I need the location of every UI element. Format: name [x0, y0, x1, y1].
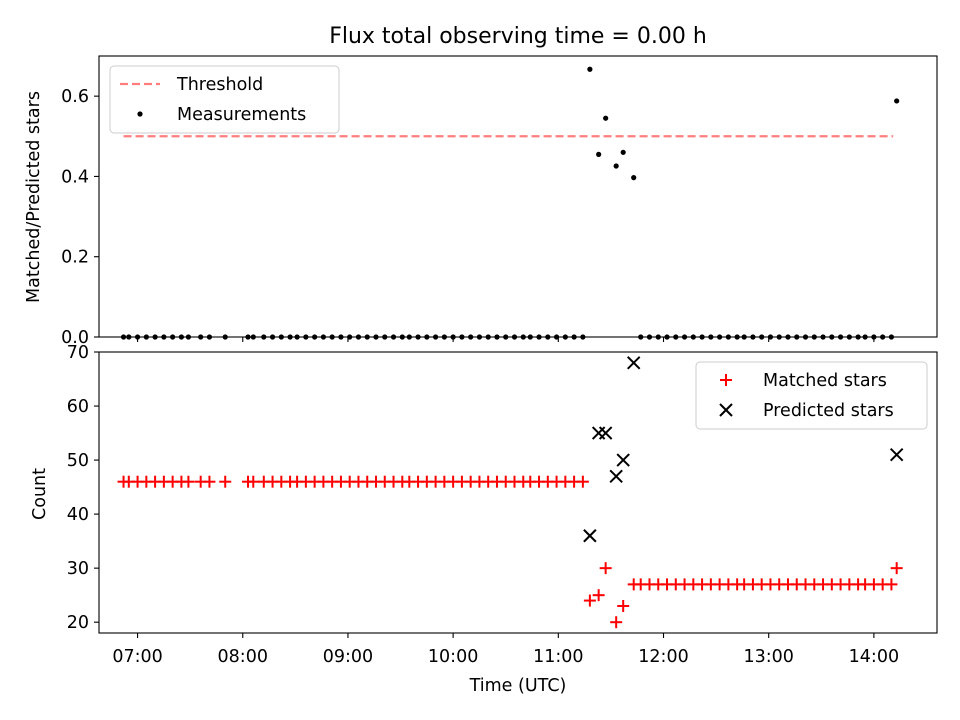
legend-predicted-label: Predicted stars [763, 401, 894, 421]
measurement-point [631, 175, 637, 181]
bottom-y-axis-label: Count [30, 468, 50, 520]
bottom-panel: 20 30 40 50 60 70 07:00 08:00 09:00 10:00 11:00 12… [30, 343, 938, 696]
legend-measurements-swatch [137, 111, 143, 117]
top-y-tick-label: 0.4 [61, 167, 89, 187]
bottom-y-tick-label: 50 [67, 451, 89, 471]
measurement-point [603, 115, 609, 121]
bottom-legend-box [695, 361, 928, 430]
bottom-x-tick-label: 09:00 [323, 647, 373, 667]
predicted-star-point [889, 447, 904, 462]
matched-star-point [576, 475, 589, 488]
bottom-legend: Matched stars Predicted stars [695, 361, 928, 430]
measurement-point [894, 98, 900, 104]
legend-threshold-label: Threshold [176, 75, 263, 95]
measurement-point [620, 149, 626, 155]
measurement-point [587, 66, 593, 72]
matched-star-point [610, 616, 623, 629]
matched-star-point [885, 578, 898, 591]
top-y-tick-label: 0.0 [61, 328, 89, 348]
top-plot-marks [120, 66, 900, 340]
bottom-y-axis-ticks: 20 30 40 50 60 70 [67, 343, 99, 633]
predicted-star-point [609, 469, 623, 483]
bottom-x-tick-label: 11:00 [533, 647, 583, 667]
matched-star-point [592, 589, 605, 602]
top-y-axis-ticks: 0.0 0.2 0.4 0.6 [61, 87, 99, 348]
matched-star-point [219, 475, 232, 488]
top-legend: Threshold Measurements [109, 65, 340, 134]
matched-star-point [247, 475, 260, 488]
bottom-x-axis-ticks: 07:00 08:00 09:00 10:00 11:00 12:00 13:00 14:00 [112, 633, 899, 667]
top-x-axis-ticks [137, 337, 875, 342]
matched-star-point [890, 562, 903, 575]
measurement-point [613, 163, 619, 169]
bottom-y-tick-label: 30 [67, 559, 89, 579]
matched-star-point [599, 562, 612, 575]
bottom-x-tick-label: 10:00 [428, 647, 478, 667]
bottom-axes-frame [98, 351, 938, 634]
top-legend-box [109, 65, 340, 134]
top-y-tick-label: 0.6 [61, 87, 89, 107]
legend-matched-swatch [720, 374, 732, 386]
legend-predicted-swatch [719, 403, 733, 417]
measurement-point [596, 151, 602, 157]
legend-measurements-label: Measurements [177, 105, 306, 125]
bottom-y-tick-label: 40 [67, 505, 89, 525]
bottom-x-tick-label: 13:00 [743, 647, 793, 667]
top-axes-frame [98, 55, 938, 338]
bottom-x-tick-label: 08:00 [218, 647, 268, 667]
bottom-x-tick-label: 14:00 [849, 647, 899, 667]
legend-matched-label: Matched stars [763, 371, 887, 391]
bottom-y-tick-label: 60 [67, 397, 89, 417]
chart-title: Flux total observing time = 0.00 h [329, 24, 707, 49]
bottom-x-axis-label: Time (UTC) [469, 676, 567, 696]
top-y-tick-label: 0.2 [61, 248, 89, 268]
bottom-plot-marks [117, 356, 904, 629]
top-panel: 0.0 0.2 0.4 0.6 Matched/Predicted stars Thr… [24, 55, 938, 348]
top-y-axis-label: Matched/Predicted stars [24, 91, 44, 303]
bottom-x-tick-label: 12:00 [638, 647, 688, 667]
predicted-star-point [598, 426, 613, 440]
matched-star-point [203, 475, 216, 488]
matched-star-point [182, 475, 195, 488]
matched-star-point [617, 599, 630, 612]
predicted-star-point [583, 529, 597, 543]
bottom-y-tick-label: 70 [67, 343, 89, 363]
bottom-x-tick-label: 07:00 [112, 647, 162, 667]
bottom-y-tick-label: 20 [67, 613, 89, 633]
predicted-star-point [616, 453, 630, 467]
predicted-star-point [626, 356, 641, 370]
matched-star-point [583, 594, 596, 607]
